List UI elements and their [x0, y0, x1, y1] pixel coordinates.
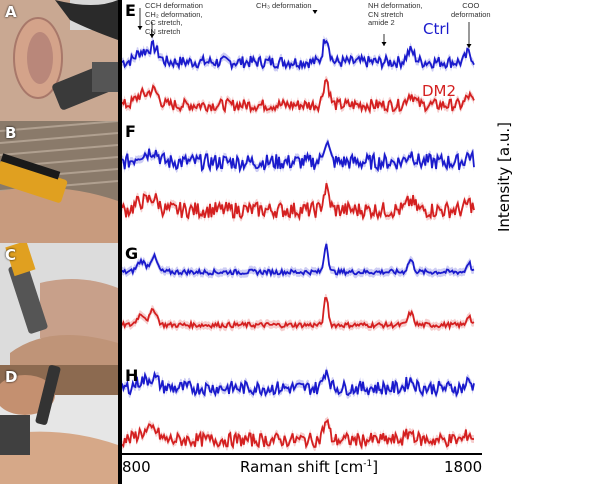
ctrl-spectrum-1-band [122, 35, 474, 72]
x-tick-max: 1800 [444, 458, 483, 476]
panel-letter-h: H [125, 366, 139, 385]
photo-hand: C [0, 243, 118, 365]
annotation-coo: COO deformation [451, 1, 491, 19]
dm2-spectrum-1-line [122, 78, 475, 115]
dm2-spectrum-2-line [122, 182, 475, 222]
panel-letter-e: E [125, 1, 136, 20]
annotation-ch3: CH₃ deformation [256, 1, 312, 10]
annotation-nh3-text: amide 2 [368, 18, 395, 27]
ctrl-spectrum-2-band [122, 138, 474, 174]
x-axis-label-end: ] [372, 458, 379, 476]
ctrl-spectrum-4-line [122, 369, 475, 398]
annotation-nh2-text: CN stretch [368, 9, 404, 19]
annotation-ch2-text: CH₂ deformation, [145, 9, 203, 19]
annotation-arrowhead-4 [381, 42, 387, 46]
annotation-nh: NH deformation, CN stretch amide 2 [368, 1, 423, 28]
annotation-arrowhead-5 [466, 44, 472, 48]
panel-letter-g: G [125, 244, 139, 263]
photo-label: B [5, 124, 17, 142]
annotation-arrowhead-3 [312, 10, 318, 14]
annotation-coo1-text: COO [462, 1, 480, 10]
ctrl-spectrum-3-line [122, 243, 475, 278]
annotation-arrowhead-1 [137, 26, 143, 30]
x-axis-label-sup: -1 [363, 459, 373, 469]
ctrl-spectrum-1-line [122, 38, 475, 71]
y-axis-label: Intensity [a.u.] [495, 122, 513, 232]
x-tick-min: 800 [122, 458, 151, 476]
annotation-cn-text: CN stretch [145, 26, 181, 36]
x-axis-label: Raman shift [cm-1] [240, 458, 378, 476]
annotation-cch: CCH deformation CH₂ deformation, CC stre… [145, 1, 203, 36]
photo-ear: A [0, 0, 118, 121]
annotation-cch-text: CCH deformation [145, 1, 203, 10]
photo-label: D [5, 368, 18, 386]
annotation-coo2-text: deformation [451, 9, 491, 19]
annotation-arrowhead-2 [149, 34, 155, 38]
panel-letter-f: F [125, 122, 136, 141]
photo-forearm: B [0, 121, 118, 243]
dm2-spectrum-3-line [122, 297, 475, 331]
ctrl-spectrum-2-line [122, 139, 475, 174]
legend-dm2: DM2 [422, 82, 457, 100]
annotation-cc-text: CC stretch, [145, 18, 183, 27]
dm2-spectrum-4-line [122, 418, 474, 450]
panel-divider [118, 0, 122, 484]
annotation-nh1-text: NH deformation, [368, 1, 423, 10]
legend-ctrl: Ctrl [423, 20, 450, 38]
photo-label: A [5, 3, 17, 21]
spectra-chart [122, 8, 482, 455]
photo-arm: D [0, 365, 118, 484]
x-axis-label-text: Raman shift [cm [240, 458, 364, 476]
photo-label: C [5, 246, 17, 264]
ctrl-spectrum-3-band [122, 239, 474, 279]
